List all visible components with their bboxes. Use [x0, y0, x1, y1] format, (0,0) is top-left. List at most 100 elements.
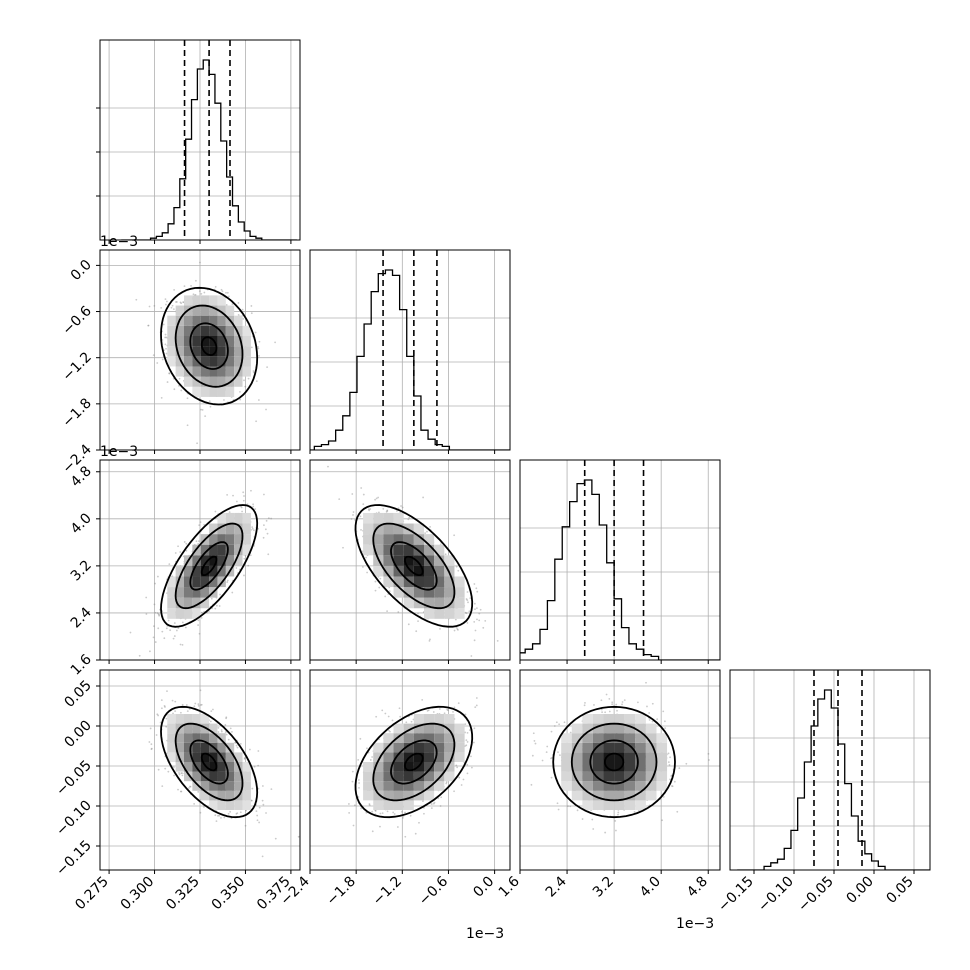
- sample-point: [149, 727, 152, 730]
- density-cell: [403, 597, 414, 609]
- density-cell: [383, 544, 394, 556]
- sample-point: [157, 627, 160, 630]
- sample-point: [255, 420, 258, 423]
- sample-point: [256, 814, 259, 817]
- density-cell: [184, 714, 193, 724]
- density-cell: [242, 356, 251, 367]
- density-cell: [209, 555, 218, 566]
- density-cell: [413, 555, 424, 566]
- sample-point: [388, 586, 391, 589]
- density-cell: [200, 366, 210, 377]
- density-cell: [373, 781, 384, 791]
- sample-point: [243, 557, 246, 560]
- sample-point: [155, 734, 158, 736]
- density-cell: [403, 534, 414, 545]
- density-cell: [225, 366, 235, 377]
- scatter-2-1: [327, 460, 499, 657]
- density-cell: [242, 512, 251, 524]
- sample-point: [471, 766, 473, 769]
- density-cell: [225, 742, 235, 753]
- sample-point: [250, 305, 253, 307]
- sample-point: [242, 499, 245, 502]
- sample-point: [156, 612, 159, 614]
- density-cell: [383, 523, 394, 535]
- sample-point: [371, 830, 374, 833]
- sample-point: [164, 298, 167, 301]
- density-cell: [209, 733, 218, 743]
- sample-point: [353, 804, 356, 807]
- density-cell: [184, 771, 193, 782]
- sample-point: [408, 516, 411, 519]
- y-tick-label: 0.00: [61, 718, 94, 751]
- sample-point: [400, 505, 402, 507]
- density-cell: [454, 576, 465, 588]
- sample-point: [188, 787, 190, 789]
- density-cell: [383, 733, 394, 743]
- sample-point: [426, 710, 429, 712]
- sample-point: [153, 625, 155, 628]
- density-cell: [242, 523, 251, 535]
- density-cell: [175, 305, 184, 316]
- sample-point: [243, 574, 245, 577]
- density-cell: [234, 512, 243, 524]
- sample-point: [474, 706, 477, 709]
- sample-point: [196, 442, 198, 445]
- density-cell: [217, 565, 226, 577]
- sample-point: [404, 811, 406, 814]
- sample-point: [405, 721, 408, 724]
- sample-point: [470, 655, 473, 657]
- density-cell: [184, 346, 193, 357]
- sample-point: [474, 629, 477, 632]
- sample-point: [457, 702, 460, 705]
- sample-point: [466, 591, 469, 593]
- sample-point: [429, 525, 432, 528]
- y-tick-label: −1.8: [59, 395, 94, 430]
- sample-point: [359, 737, 362, 740]
- scatter-2-0: [129, 489, 273, 657]
- density-cell: [424, 544, 435, 556]
- sample-point: [458, 776, 461, 779]
- sample-point: [256, 819, 259, 822]
- density-cell: [184, 315, 193, 326]
- sample-point: [172, 308, 175, 311]
- density-cell: [209, 534, 218, 545]
- sample-point: [251, 527, 254, 530]
- sample-point: [168, 563, 171, 566]
- sample-point: [165, 336, 168, 339]
- density-cell: [373, 742, 384, 753]
- density-cell: [175, 576, 184, 588]
- sample-point: [367, 508, 370, 511]
- sample-point: [177, 788, 179, 791]
- sample-point: [374, 809, 377, 812]
- density-cell: [192, 587, 201, 598]
- sample-point: [163, 637, 166, 640]
- y-tick-label: −0.05: [53, 758, 95, 800]
- sample-point: [174, 710, 177, 712]
- sample-point: [179, 643, 182, 646]
- density-cell: [234, 800, 243, 810]
- sample-point: [454, 618, 457, 621]
- sample-point: [198, 290, 201, 293]
- sample-point: [167, 619, 170, 622]
- sample-point: [379, 825, 381, 828]
- sample-point: [261, 855, 264, 858]
- sample-point: [165, 725, 168, 728]
- sample-point: [393, 813, 396, 815]
- sample-point: [147, 324, 150, 327]
- sample-point: [154, 611, 157, 614]
- sample-point: [270, 517, 273, 520]
- sample-point: [338, 498, 341, 501]
- sample-point: [244, 824, 247, 827]
- sample-point: [221, 290, 224, 293]
- contour-2: [390, 541, 438, 591]
- density-cell: [234, 523, 243, 535]
- sample-point: [198, 540, 200, 542]
- contour-2: [189, 322, 229, 370]
- density-cell: [175, 597, 184, 609]
- sample-point: [445, 782, 448, 785]
- density-cell: [393, 733, 404, 743]
- sample-point: [360, 487, 363, 489]
- density-cell: [217, 346, 226, 357]
- density-cell: [192, 597, 201, 609]
- sample-point: [464, 611, 467, 614]
